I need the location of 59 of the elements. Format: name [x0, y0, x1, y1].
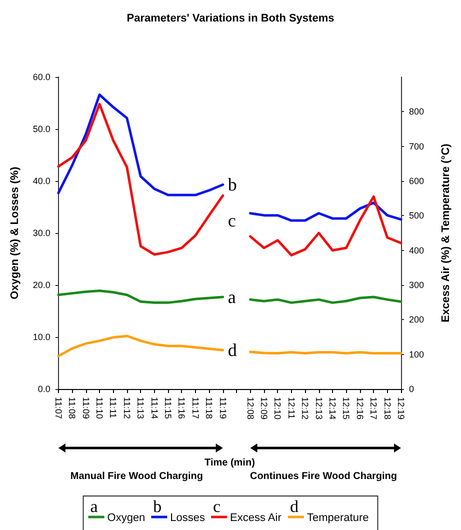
text: Continues Fire Wood Charging: [250, 471, 397, 482]
x-tick-label: 11:18: [204, 397, 214, 419]
y-tick-label: 0.0: [38, 384, 50, 394]
legend-label: Losses: [170, 512, 206, 524]
y2-tick-label: 800: [409, 106, 424, 117]
annotation: c: [228, 210, 236, 231]
x-tick-label: 11:10: [94, 397, 105, 419]
y2-axis-title: Excess Air (%) & Temperature (°C): [440, 143, 452, 322]
y2-tick-label: 300: [409, 280, 424, 290]
y-axis-title: Oxygen (%) & Losses (%): [9, 166, 21, 300]
annotation: b: [228, 174, 237, 195]
x-tick-label: 12:09: [258, 397, 269, 420]
y2-tick-label: 0: [409, 384, 414, 394]
x-tick-label: 12:19: [396, 397, 406, 420]
x-tick-label: 12:17: [368, 397, 379, 420]
text: a: [90, 497, 98, 516]
text: Manual Fire Wood Charging: [70, 471, 204, 482]
x-tick-label: 11:19: [218, 397, 228, 419]
x-tick-label: 11:14: [149, 397, 160, 419]
y-tick-label: 50.0: [32, 124, 50, 134]
x-tick-label: 12:13: [314, 397, 324, 420]
text: d: [290, 497, 298, 516]
annotation: a: [228, 286, 236, 307]
text: b: [153, 497, 162, 516]
y-tick-label: 30.0: [32, 228, 50, 238]
x-tick-label: 11:08: [67, 397, 78, 419]
x-axis-title: Time (min): [204, 458, 255, 468]
x-tick-label: 12:15: [341, 397, 352, 420]
x-tick-label: 11:12: [122, 397, 132, 419]
y-tick-label: 40.0: [32, 176, 50, 186]
x-tick-label: 11:07: [53, 397, 64, 419]
y-tick-label: 60.0: [32, 72, 50, 82]
x-tick-label: 11:16: [176, 397, 187, 419]
x-tick-label: 12:08: [245, 397, 256, 420]
x-tick-label: 12:11: [286, 397, 296, 419]
x-tick-label: 11:15: [163, 397, 174, 419]
x-tick-label: 12:14: [327, 397, 338, 420]
x-tick-label: 11:09: [80, 397, 91, 419]
annotation: d: [228, 340, 237, 360]
y-tick-label: 20.0: [32, 280, 50, 290]
x-tick-label: 12:18: [382, 397, 392, 420]
text: c: [213, 497, 221, 516]
x-tick-label: 11:11: [108, 397, 118, 418]
x-tick-label: 12:10: [272, 397, 283, 420]
y2-tick-label: 500: [409, 210, 424, 221]
y-tick-label: 10.0: [32, 332, 50, 342]
y2-tick-label: 700: [409, 141, 424, 152]
x-tick-label: 12:12: [300, 397, 310, 420]
chart-title: Parameters' Variations in Both Systems: [126, 12, 334, 24]
x-tick-label: 11:17: [190, 397, 200, 419]
x-tick-label: 11:13: [136, 397, 146, 419]
legend-label: Excess Air: [230, 512, 282, 524]
legend-label: Oxygen: [107, 512, 146, 524]
y2-tick-label: 100: [409, 349, 424, 360]
y2-tick-label: 200: [409, 314, 424, 325]
y2-tick-label: 400: [409, 245, 424, 256]
x-tick-label: 12:16: [354, 397, 365, 420]
y2-tick-label: 600: [409, 176, 424, 186]
legend-label: Temperature: [306, 512, 369, 524]
